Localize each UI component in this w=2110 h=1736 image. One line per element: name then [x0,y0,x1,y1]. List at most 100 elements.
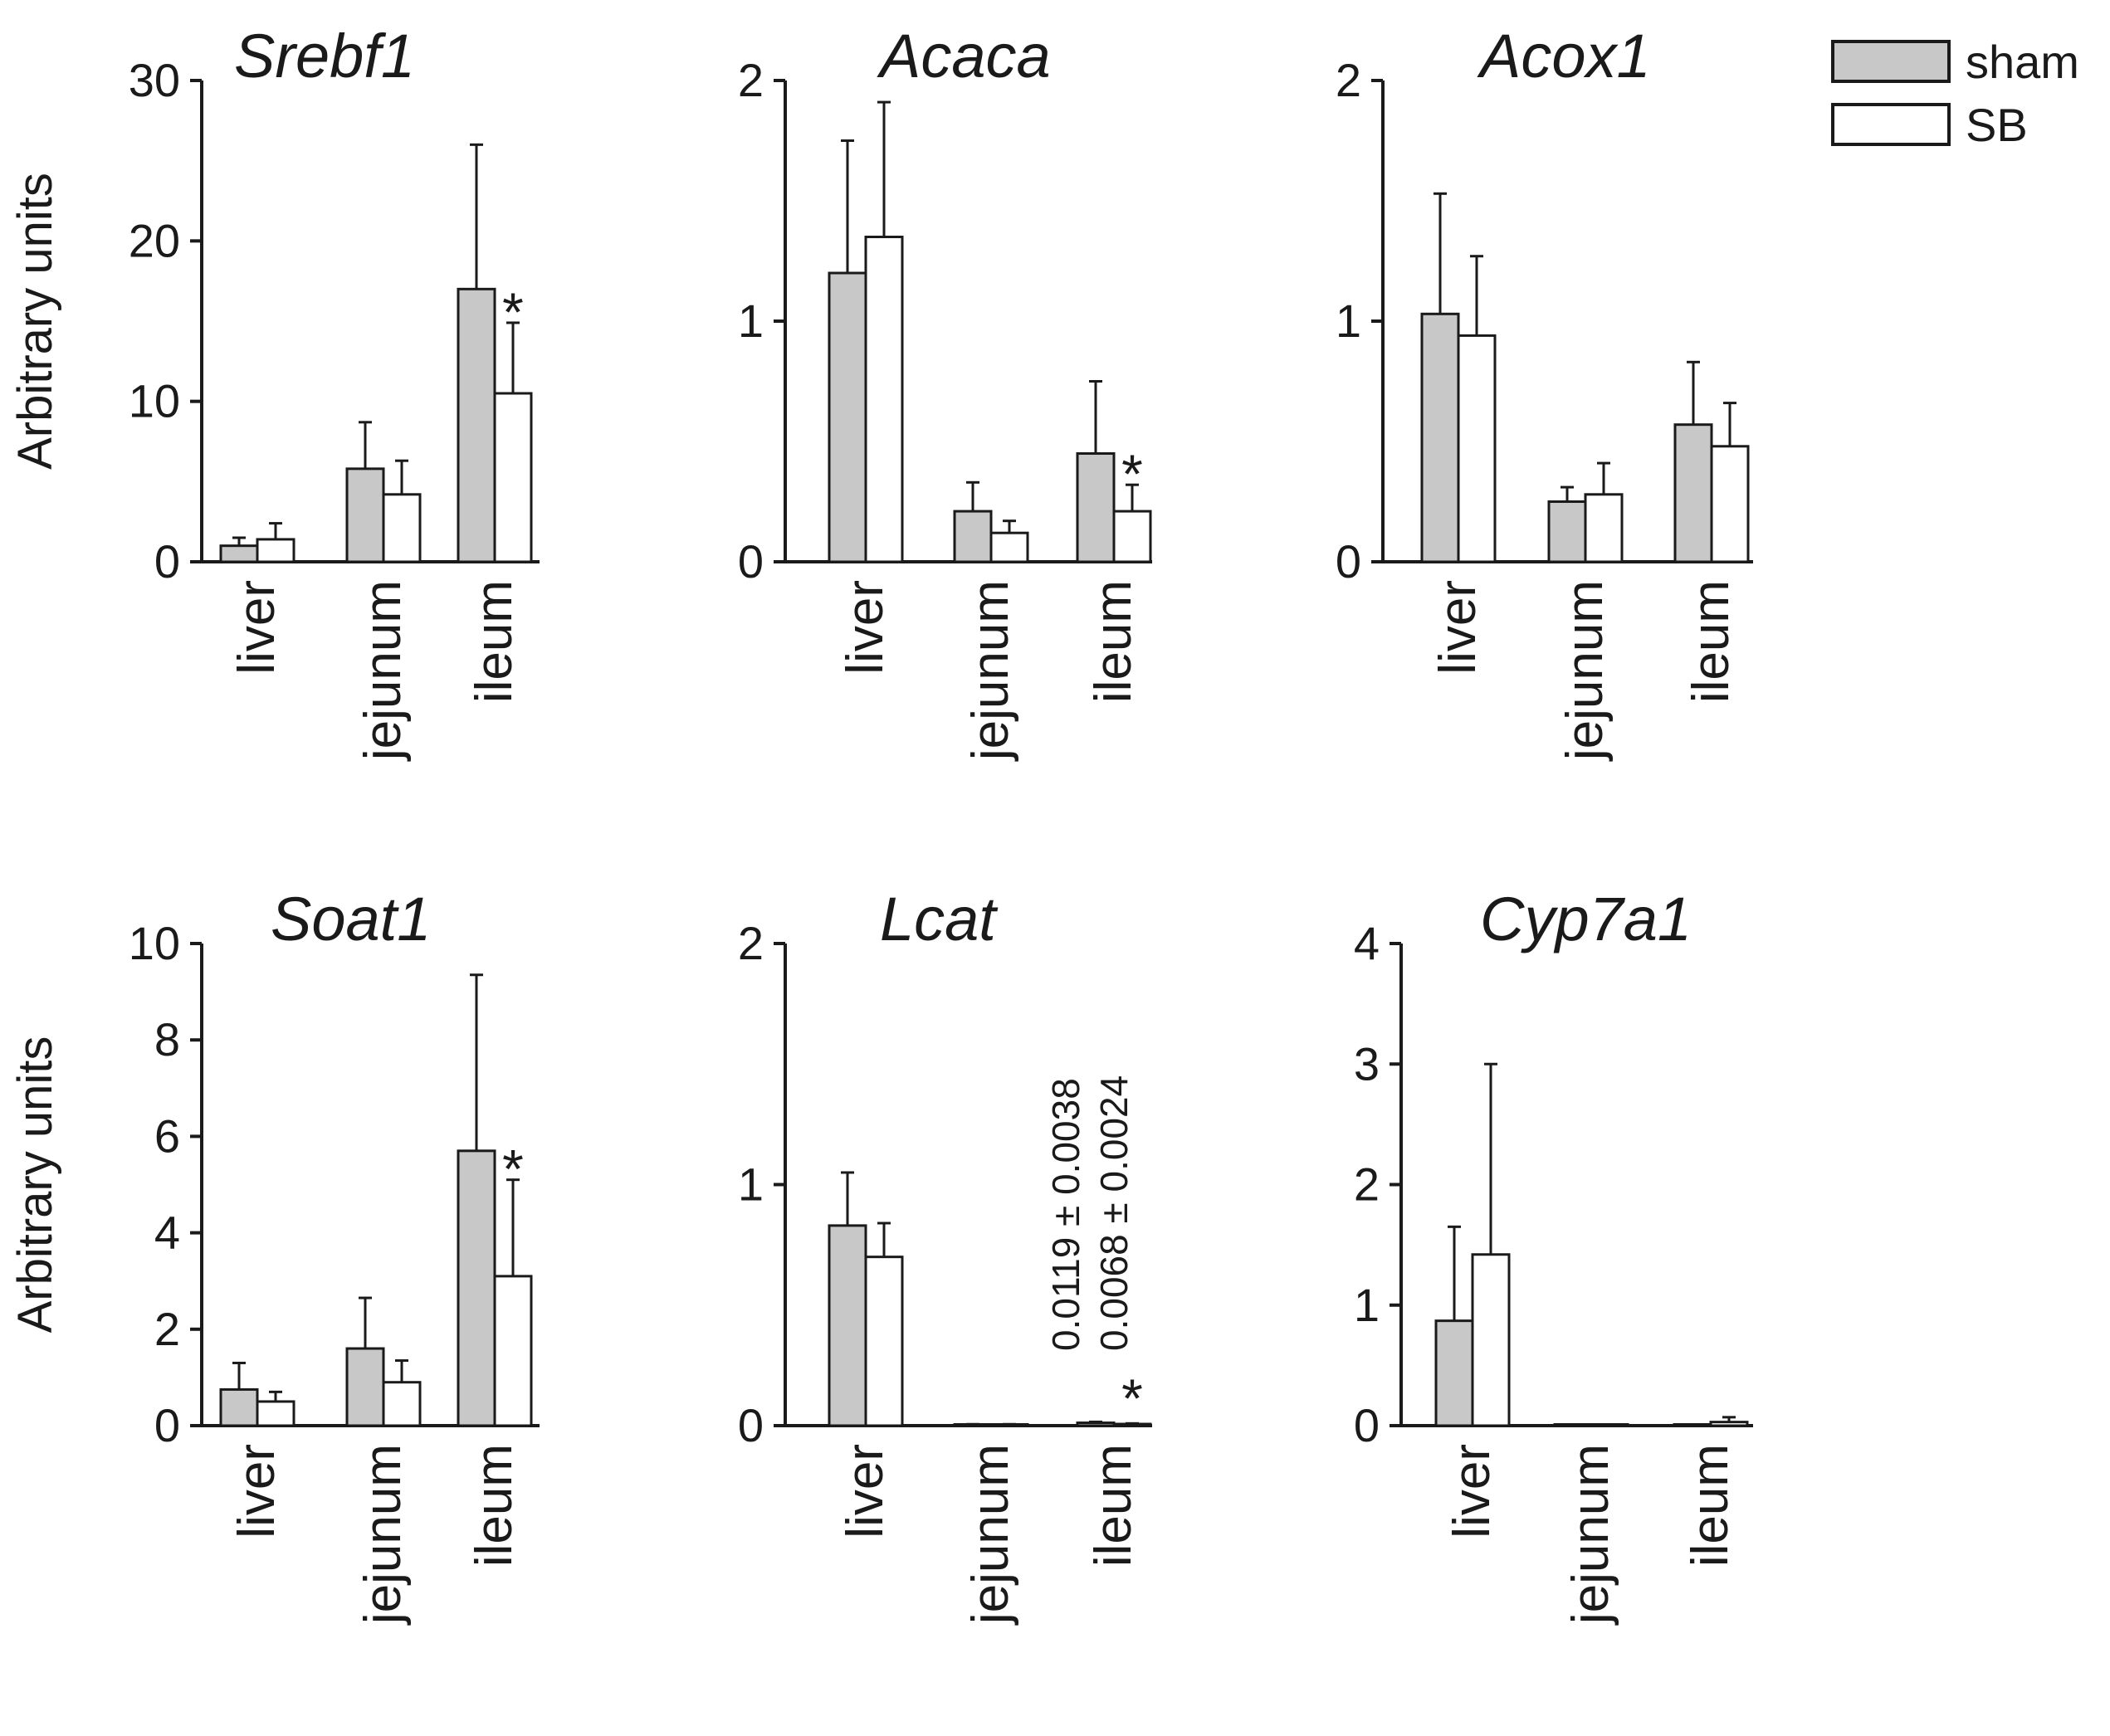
y-tick-label: 20 [129,214,180,266]
bar-sham-jejunum [345,1347,385,1427]
y-tick-label: 2 [738,917,764,969]
y-tick-label: 0 [154,1399,180,1451]
bar-sham-liver [1420,312,1460,563]
y-axis-label: Arbitrary units [8,173,62,470]
y-tick-label: 0 [1336,535,1361,588]
x-category-label: liver [1443,1444,1501,1539]
x-category-label: jejunum [354,580,412,762]
significance-star: * [1121,1368,1143,1429]
y-tick-label: 6 [154,1109,180,1162]
y-tick-label: 1 [1336,295,1361,347]
y-tick-label: 0 [738,1399,764,1451]
bar-sb-ileum [1710,445,1750,563]
significance-star: * [1121,443,1143,505]
panel-title: Acox1 [1477,22,1651,90]
y-tick-label: 2 [738,54,764,106]
x-category-label: liver [228,580,286,675]
panel-cyp7a1: Cyp7a1 0 1 2 3 4 liver jejunum ileum [1354,885,1753,1626]
bar-sb-ileum [493,392,533,563]
bar-sb-liver [864,236,904,563]
bar-sb-jejunum [989,531,1029,563]
bar-sham-ileum [1673,423,1713,563]
y-tick-label: 2 [154,1303,180,1355]
y-tick-label: 8 [154,1013,180,1065]
y-tick-label: 2 [1354,1158,1380,1211]
panel-title: Acaca [877,22,1051,90]
bar-sham-liver [219,544,259,563]
panel-srebf1: Srebf1 0 10 20 30 Arbitrary units liver jejunum… [8,22,540,762]
value-note: 0.0119 ± 0.0038 [1044,1078,1087,1351]
x-category-label: jejunum [354,1444,412,1626]
panel-title: Soat1 [271,885,431,953]
bar-sb-liver [256,1400,295,1427]
bar-sham-liver [828,1224,867,1427]
x-category-label: jejunum [962,1444,1019,1626]
bar-sb-liver [864,1256,904,1427]
y-tick-label: 0 [738,535,764,588]
panel-title: Srebf1 [234,22,415,90]
legend-swatch-sb [1831,103,1951,146]
bar-sb-liver [1471,1253,1511,1427]
bar-sb-jejunum [1584,493,1624,563]
y-tick-label: 30 [129,54,180,106]
y-tick-label: 10 [129,375,180,427]
x-category-label: ileum [1683,580,1740,703]
y-axis-label: Arbitrary units [8,1036,62,1334]
x-category-label: jejunum [1562,1444,1619,1626]
panel-acaca: Acaca 0 1 2 liver jejunum ileum * [738,22,1152,762]
bar-sb-ileum [1709,1421,1749,1427]
y-tick-label: 1 [738,295,764,347]
significance-star: * [502,1139,524,1200]
x-category-label: ileum [1682,1444,1739,1567]
bar-sb-jejunum [382,1381,422,1427]
value-note: 0.0068 ± 0.0024 [1092,1075,1136,1351]
bar-sham-jejunum [345,467,385,563]
legend: sham SB [1831,36,2079,151]
y-tick-label: 4 [1354,917,1380,969]
y-tick-label: 4 [154,1207,180,1259]
legend-label-sb: SB [1966,99,2028,151]
bar-sham-liver [219,1387,259,1427]
bar-sham-ileum [1076,452,1116,563]
panel-acox1: Acox1 0 1 2 liver jejunum ileum [1336,22,1753,762]
bar-sb-ileum [1112,510,1152,563]
bar-sb-ileum [493,1275,533,1427]
bar-sham-ileum [1076,1421,1116,1427]
x-category-label: jejunum [962,580,1019,762]
legend-swatch-sham [1831,40,1951,83]
panel-title: Lcat [880,885,999,953]
bar-sham-ileum [457,287,496,563]
bar-sham-liver [1434,1319,1474,1427]
bar-sb-liver [1457,334,1497,563]
y-tick-label: 1 [738,1158,764,1211]
y-tick-label: 0 [154,535,180,588]
y-tick-label: 3 [1354,1037,1380,1090]
x-category-label: liver [228,1444,286,1539]
bar-sham-jejunum [953,510,993,563]
x-category-label: liver [837,1444,894,1539]
y-tick-label: 0 [1354,1399,1380,1451]
panel-lcat: Lcat 0 1 2 liver jejunum ileum * 0.0119 ± 0.0038… [738,885,1152,1626]
bar-sham-jejunum [1547,500,1587,563]
y-tick-label: 10 [129,917,180,969]
x-category-label: ileum [1085,580,1142,703]
x-category-label: liver [1429,580,1487,675]
y-tick-label: 2 [1336,54,1361,106]
x-category-label: ileum [466,580,523,703]
bar-sb-liver [256,538,295,563]
x-category-label: ileum [1085,1444,1142,1567]
x-category-label: ileum [466,1444,523,1567]
bar-sham-ileum [457,1149,496,1427]
bar-sham-liver [828,271,867,563]
panel-title: Cyp7a1 [1480,885,1692,953]
significance-star: * [502,281,524,343]
panel-soat1: Soat1 0 2 4 6 8 10 Arbitrary units liver jejunum i… [8,885,540,1626]
bar-sb-jejunum [382,493,422,563]
y-tick-label: 1 [1354,1279,1380,1331]
x-category-label: jejunum [1556,580,1614,762]
x-category-label: liver [837,580,894,675]
legend-label-sham: sham [1966,36,2079,88]
